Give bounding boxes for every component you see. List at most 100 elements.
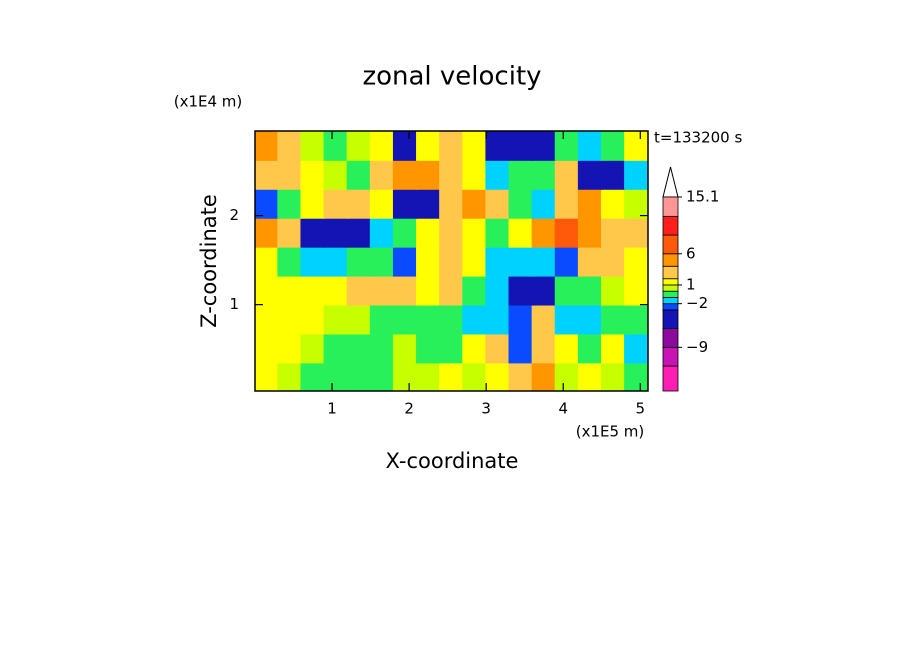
field-cell bbox=[554, 159, 580, 190]
field-cell bbox=[369, 274, 395, 306]
field-cell bbox=[600, 131, 626, 161]
colorbar-box bbox=[662, 196, 679, 217]
field-cell bbox=[531, 131, 557, 161]
field-cell bbox=[300, 361, 326, 391]
field-cell bbox=[600, 361, 626, 391]
colorbar-box bbox=[662, 309, 679, 330]
field-cell bbox=[462, 159, 487, 190]
field-cell bbox=[392, 361, 418, 391]
field-cell bbox=[369, 187, 395, 219]
y-tick-label: 2 bbox=[229, 206, 239, 224]
colorbar-tick-label: −2 bbox=[686, 294, 708, 312]
x-tick-label: 3 bbox=[481, 400, 491, 418]
field-cell bbox=[508, 159, 534, 190]
field-cell bbox=[346, 216, 372, 248]
field-cell bbox=[439, 361, 464, 391]
field-cell bbox=[554, 274, 580, 306]
field-cell bbox=[323, 159, 349, 190]
x-tick-label: 4 bbox=[558, 400, 568, 418]
field-cell bbox=[346, 303, 372, 335]
colorbar-tick-label: −9 bbox=[686, 338, 708, 356]
field-cell bbox=[277, 245, 303, 277]
field-cell bbox=[508, 131, 534, 161]
field-cell bbox=[416, 274, 441, 306]
field-cell bbox=[416, 245, 441, 277]
field-cell bbox=[323, 131, 349, 161]
colorbar-tick-label: 6 bbox=[686, 244, 696, 262]
field-cell bbox=[300, 274, 326, 306]
field-cell bbox=[346, 361, 372, 391]
field-cell bbox=[300, 245, 326, 277]
field-cell bbox=[462, 303, 487, 335]
field-cell bbox=[346, 274, 372, 306]
field-cell bbox=[577, 274, 603, 306]
field-cell bbox=[439, 159, 464, 190]
field-cell bbox=[531, 216, 557, 248]
field-cell bbox=[277, 361, 303, 391]
field-cell bbox=[323, 361, 349, 391]
x-tick-label: 1 bbox=[327, 400, 337, 418]
field-cell bbox=[277, 159, 303, 190]
field-cell bbox=[508, 245, 534, 277]
field-cell bbox=[277, 187, 303, 219]
field-cell bbox=[485, 187, 511, 219]
field-cell bbox=[346, 187, 372, 219]
field-cell bbox=[577, 303, 603, 335]
field-cell bbox=[346, 245, 372, 277]
field-cell bbox=[300, 216, 326, 248]
field-cell bbox=[416, 216, 441, 248]
field-cell bbox=[277, 131, 303, 161]
field-cell bbox=[300, 159, 326, 190]
field-cell bbox=[462, 361, 487, 391]
field-cell bbox=[624, 245, 648, 277]
field-cell bbox=[577, 332, 603, 364]
field-cell bbox=[600, 159, 626, 190]
field-cell bbox=[531, 332, 557, 364]
field-cell bbox=[255, 274, 279, 306]
field-cell bbox=[369, 131, 395, 161]
field-cell bbox=[508, 274, 534, 306]
field-cell bbox=[554, 361, 580, 391]
field-cell bbox=[439, 274, 464, 306]
field-cell bbox=[554, 187, 580, 219]
field-cell bbox=[323, 245, 349, 277]
colorbar-box bbox=[662, 297, 679, 305]
field-cell bbox=[323, 274, 349, 306]
y-axis-label: Z-coordinate bbox=[197, 194, 221, 328]
field-cell bbox=[531, 159, 557, 190]
field-cell bbox=[462, 332, 487, 364]
field-cell bbox=[577, 245, 603, 277]
field-cell bbox=[439, 303, 464, 335]
field-cell bbox=[485, 245, 511, 277]
field-cell bbox=[554, 131, 580, 161]
field-cell bbox=[346, 131, 372, 161]
field-cell bbox=[531, 187, 557, 219]
field-cell bbox=[624, 332, 648, 364]
field-cell bbox=[392, 131, 418, 161]
field-cell bbox=[508, 361, 534, 391]
field-cell bbox=[439, 131, 464, 161]
field-cell bbox=[531, 245, 557, 277]
field-cell bbox=[346, 159, 372, 190]
field-cell bbox=[508, 303, 534, 335]
field-cell bbox=[577, 187, 603, 219]
field-cell bbox=[255, 332, 279, 364]
field-cell bbox=[277, 216, 303, 248]
field-cell bbox=[323, 187, 349, 219]
x-tick-label: 2 bbox=[404, 400, 414, 418]
field-cell bbox=[255, 361, 279, 391]
field-cell bbox=[300, 303, 326, 335]
field-cell bbox=[255, 216, 279, 248]
field-cell bbox=[600, 274, 626, 306]
field-cell bbox=[416, 332, 441, 364]
field-cell bbox=[416, 159, 441, 190]
field-cell bbox=[369, 159, 395, 190]
x-unit: (x1E5 m) bbox=[576, 423, 645, 441]
colorbar-extend bbox=[662, 166, 679, 198]
field-cell bbox=[392, 303, 418, 335]
field-cell bbox=[255, 131, 279, 161]
field-cell bbox=[485, 332, 511, 364]
field-cell bbox=[624, 361, 648, 391]
colorbar-box bbox=[662, 365, 679, 392]
field-cell bbox=[277, 303, 303, 335]
